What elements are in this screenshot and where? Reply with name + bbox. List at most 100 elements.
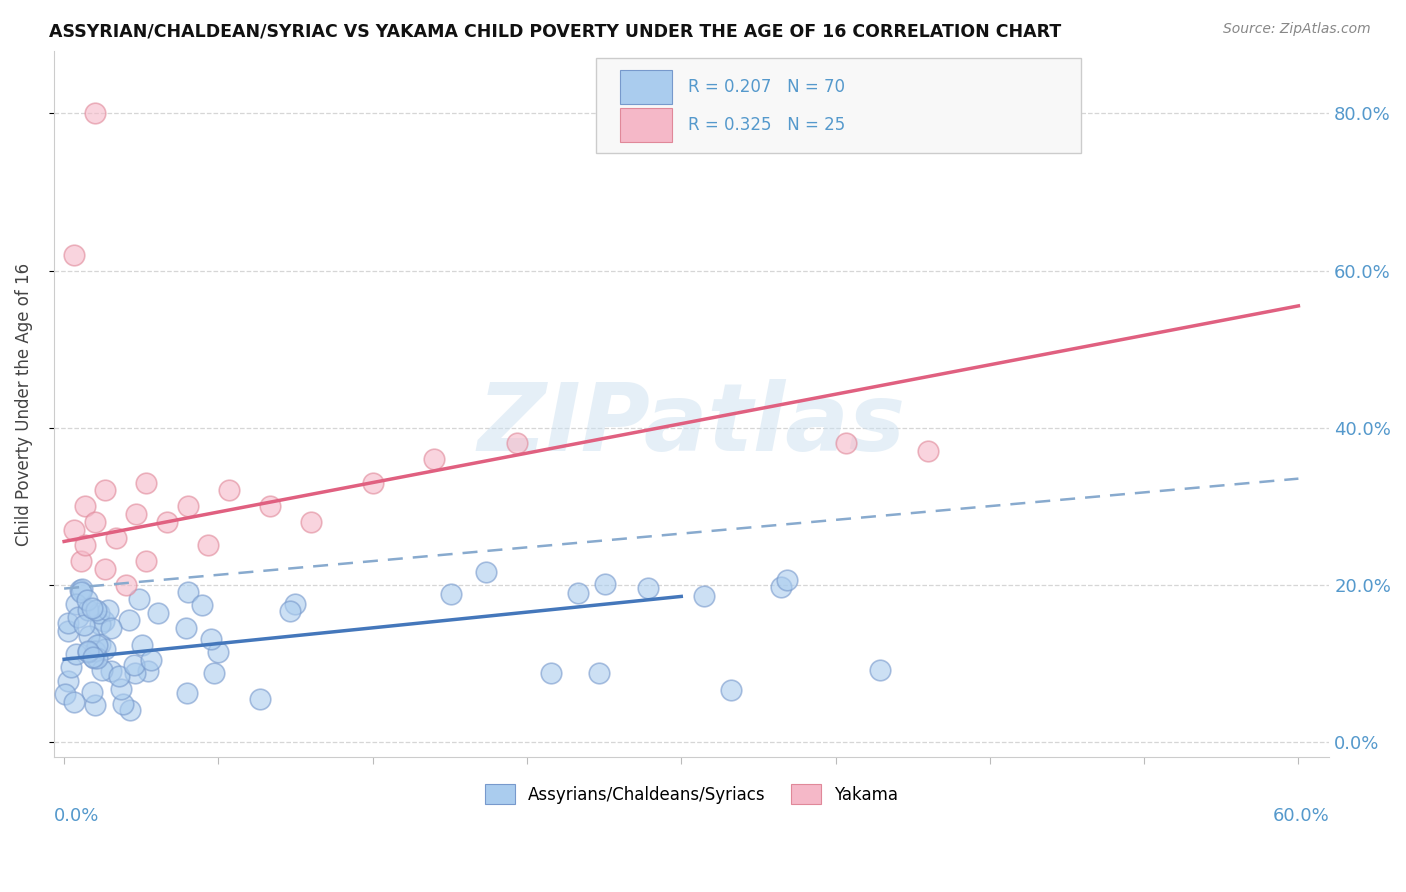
Point bbox=[56, 615, 79, 630]
Text: ZIPatlas: ZIPatlas bbox=[478, 379, 905, 471]
Point bbox=[136, 665, 159, 679]
Point bbox=[114, 577, 136, 591]
Point bbox=[77, 603, 100, 617]
Point bbox=[176, 499, 198, 513]
Point bbox=[588, 666, 610, 681]
Point bbox=[111, 697, 134, 711]
Point bbox=[135, 554, 157, 568]
Point bbox=[176, 686, 198, 700]
Text: 0.0%: 0.0% bbox=[53, 807, 100, 825]
Point bbox=[86, 651, 108, 665]
Point bbox=[60, 660, 83, 674]
Point bbox=[77, 629, 100, 643]
Point bbox=[84, 106, 107, 120]
Point bbox=[80, 685, 103, 699]
Text: ASSYRIAN/CHALDEAN/SYRIAC VS YAKAMA CHILD POVERTY UNDER THE AGE OF 16 CORRELATION: ASSYRIAN/CHALDEAN/SYRIAC VS YAKAMA CHILD… bbox=[49, 22, 1062, 40]
Point bbox=[94, 483, 117, 498]
Point bbox=[200, 632, 222, 646]
Point bbox=[440, 587, 463, 601]
Point bbox=[87, 606, 110, 620]
Point bbox=[94, 642, 117, 657]
Point bbox=[122, 658, 145, 673]
Point bbox=[63, 695, 86, 709]
Point bbox=[118, 613, 141, 627]
Point bbox=[84, 698, 107, 713]
Point bbox=[84, 644, 107, 658]
Point bbox=[63, 248, 86, 262]
Point bbox=[77, 643, 100, 657]
Point bbox=[361, 475, 384, 490]
Point bbox=[76, 645, 98, 659]
Point bbox=[540, 666, 562, 681]
Text: 60.0%: 60.0% bbox=[1272, 807, 1329, 825]
Point bbox=[869, 663, 891, 677]
Point bbox=[69, 583, 91, 598]
Point bbox=[259, 499, 281, 513]
Point bbox=[146, 606, 169, 620]
FancyBboxPatch shape bbox=[596, 58, 1081, 153]
Point bbox=[104, 531, 127, 545]
Point bbox=[567, 586, 589, 600]
Point bbox=[86, 638, 108, 652]
Point bbox=[595, 577, 617, 591]
Point bbox=[202, 666, 225, 681]
Point bbox=[207, 645, 229, 659]
Point bbox=[177, 584, 200, 599]
FancyBboxPatch shape bbox=[620, 108, 672, 142]
Legend: Assyrians/Chaldeans/Syriacs, Yakama: Assyrians/Chaldeans/Syriacs, Yakama bbox=[477, 776, 907, 813]
Text: R = 0.325   N = 25: R = 0.325 N = 25 bbox=[688, 116, 845, 134]
Point bbox=[191, 598, 214, 612]
Y-axis label: Child Poverty Under the Age of 16: Child Poverty Under the Age of 16 bbox=[15, 262, 32, 546]
Point bbox=[56, 673, 79, 688]
Point bbox=[55, 687, 77, 701]
Point bbox=[475, 565, 498, 579]
Point bbox=[89, 617, 111, 632]
Point bbox=[89, 637, 111, 651]
Text: Source: ZipAtlas.com: Source: ZipAtlas.com bbox=[1223, 22, 1371, 37]
Point bbox=[131, 638, 153, 652]
Point bbox=[73, 499, 96, 513]
Point bbox=[97, 603, 120, 617]
Point bbox=[120, 703, 142, 717]
Point bbox=[58, 624, 80, 638]
Point bbox=[84, 603, 107, 617]
Point bbox=[108, 668, 131, 682]
Point bbox=[128, 591, 150, 606]
Point bbox=[776, 574, 799, 588]
FancyBboxPatch shape bbox=[620, 70, 672, 103]
Point bbox=[65, 597, 87, 611]
Point bbox=[835, 436, 858, 450]
Point bbox=[84, 515, 107, 529]
Point bbox=[637, 582, 659, 596]
Point bbox=[110, 682, 132, 697]
Point bbox=[65, 647, 87, 661]
Point bbox=[197, 538, 219, 552]
Point bbox=[69, 554, 91, 568]
Text: R = 0.207   N = 70: R = 0.207 N = 70 bbox=[688, 78, 845, 95]
Point bbox=[100, 665, 122, 679]
Point bbox=[284, 597, 307, 611]
Point bbox=[278, 604, 301, 618]
Point bbox=[66, 610, 89, 624]
Point bbox=[125, 507, 148, 521]
Point bbox=[69, 585, 91, 599]
Point bbox=[139, 653, 162, 667]
Point bbox=[249, 691, 271, 706]
Point bbox=[156, 515, 179, 529]
Point bbox=[720, 683, 742, 698]
Point bbox=[693, 590, 716, 604]
Point bbox=[100, 621, 122, 635]
Point bbox=[94, 562, 117, 576]
Point bbox=[73, 538, 96, 552]
Point bbox=[299, 515, 322, 529]
Point bbox=[63, 523, 86, 537]
Point bbox=[72, 618, 94, 632]
Point bbox=[76, 593, 98, 607]
Point bbox=[82, 649, 104, 664]
Point bbox=[83, 651, 105, 665]
Point bbox=[917, 444, 939, 458]
Point bbox=[70, 582, 93, 596]
Point bbox=[505, 436, 527, 450]
Point bbox=[423, 452, 446, 467]
Point bbox=[174, 620, 197, 634]
